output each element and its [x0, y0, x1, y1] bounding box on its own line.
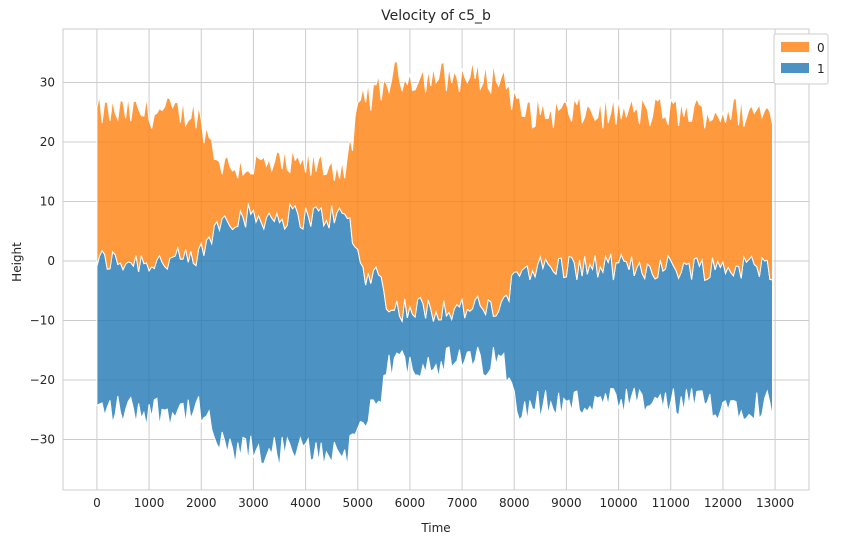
x-tick-label: 2000: [186, 496, 217, 510]
x-tick-label: 13000: [756, 496, 794, 510]
y-tick-label: −10: [30, 313, 55, 327]
legend-swatch-0: [781, 42, 809, 52]
x-tick-label: 9000: [551, 496, 582, 510]
x-tick-label: 3000: [238, 496, 269, 510]
x-tick-label: 5000: [342, 496, 373, 510]
x-axis-ticks: 0 1000 2000 3000 4000 5000 6000 7000 8000 9000 100…: [93, 496, 794, 510]
y-tick-label: −30: [30, 432, 55, 446]
legend-label-1: 1: [817, 62, 825, 76]
legend-swatch-1: [781, 63, 809, 73]
y-tick-label: −20: [30, 373, 55, 387]
y-axis-ticks: −30 −20 −10 0 10 20 30: [30, 76, 55, 447]
x-tick-label: 4000: [290, 496, 321, 510]
y-tick-label: 10: [40, 195, 55, 209]
x-tick-label: 11000: [652, 496, 690, 510]
x-tick-label: 10000: [599, 496, 637, 510]
x-tick-label: 6000: [395, 496, 426, 510]
y-tick-label: 30: [40, 76, 55, 90]
x-tick-label: 7000: [447, 496, 478, 510]
x-tick-label: 12000: [704, 496, 742, 510]
x-axis-label: Time: [420, 521, 450, 535]
legend: 0 1: [773, 33, 829, 85]
x-tick-label: 8000: [499, 496, 530, 510]
chart-title: Velocity of c5_b: [381, 8, 491, 24]
x-tick-label: 0: [93, 496, 101, 510]
area-series-0: [96, 59, 773, 324]
y-axis-label: Height: [10, 242, 24, 282]
legend-label-0: 0: [817, 41, 825, 55]
y-tick-label: 0: [47, 254, 55, 268]
y-tick-label: 20: [40, 135, 55, 149]
area-series: [96, 59, 773, 467]
x-tick-label: 1000: [134, 496, 165, 510]
